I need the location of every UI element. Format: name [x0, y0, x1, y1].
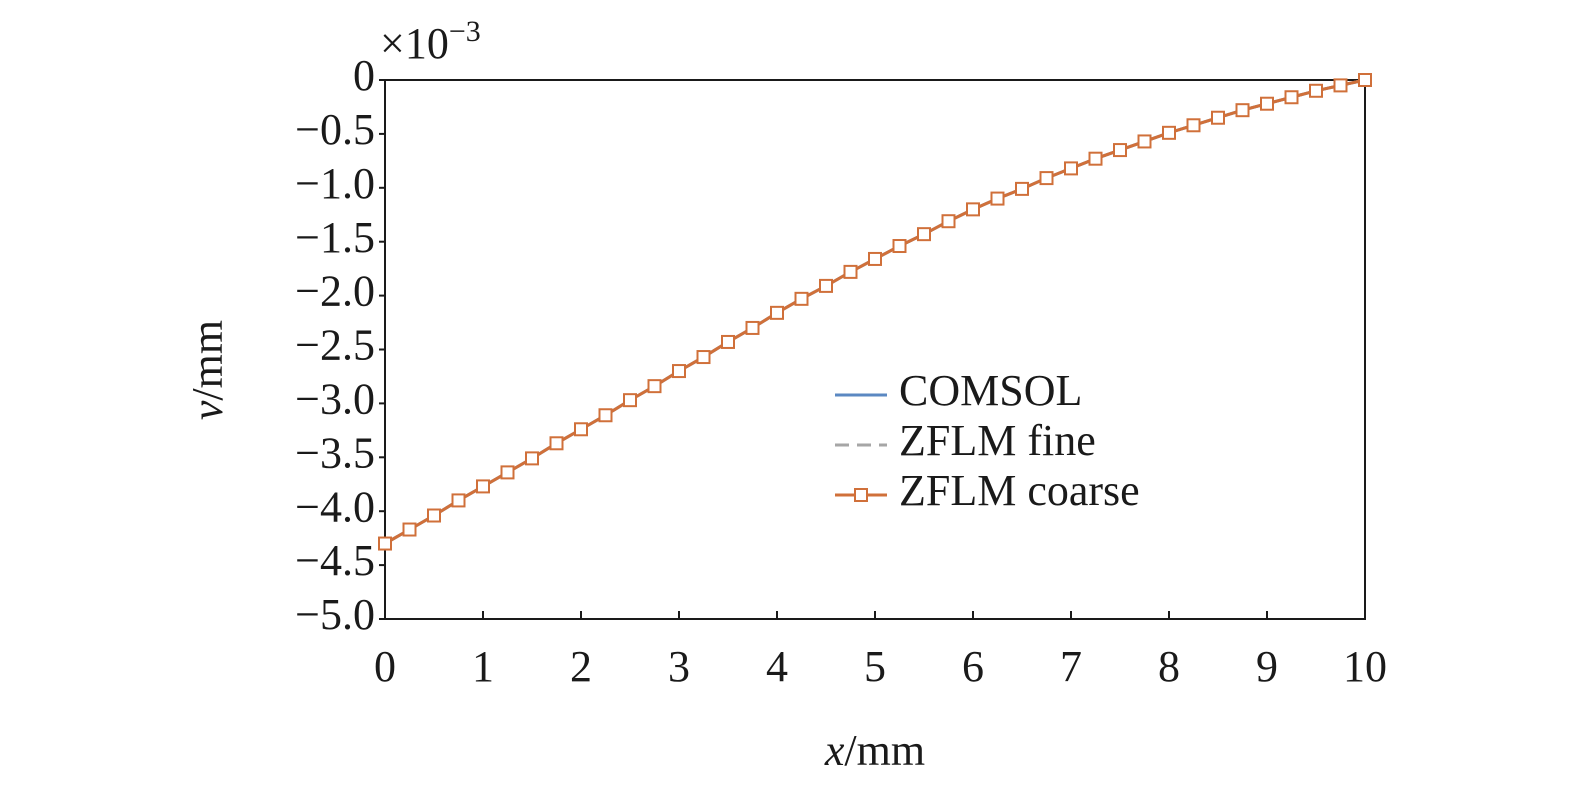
marker	[451, 493, 466, 508]
marker	[1284, 90, 1299, 105]
marker	[794, 291, 809, 306]
marker	[1039, 171, 1054, 186]
marker	[843, 264, 858, 279]
marker	[1137, 134, 1152, 149]
marker	[1211, 110, 1225, 125]
marker	[598, 408, 613, 423]
marker	[868, 251, 882, 266]
marker	[941, 214, 956, 229]
x-tick-label: 2	[570, 642, 592, 691]
y-tick-label: −0.5	[295, 105, 375, 154]
marker	[1088, 151, 1103, 166]
marker	[378, 536, 392, 551]
marker	[1186, 118, 1201, 133]
x-tick-label: 0	[374, 642, 396, 691]
legend-marker	[854, 488, 868, 502]
marker	[917, 227, 931, 242]
marker	[892, 239, 907, 254]
marker	[427, 508, 441, 523]
marker	[1260, 96, 1274, 111]
y-tick-label: −3.5	[295, 428, 375, 477]
x-tick-label: 7	[1060, 642, 1082, 691]
marker	[1235, 103, 1250, 118]
x-tick-label: 8	[1158, 642, 1180, 691]
marker	[402, 522, 417, 537]
legend-label: ZFLM fine	[899, 416, 1096, 465]
marker	[1309, 83, 1323, 98]
y-tick-label: −5.0	[295, 590, 375, 639]
y-tick-label: 0	[353, 51, 375, 100]
series-line	[384, 78, 1366, 545]
marker	[696, 350, 711, 365]
marker	[721, 334, 735, 349]
series-line	[384, 78, 1366, 545]
y-tick-label: −2.5	[295, 321, 375, 370]
y-axis-label: v/mm	[183, 320, 232, 420]
x-tick-label: 10	[1343, 642, 1387, 691]
x-tick-label: 4	[766, 642, 788, 691]
legend-label: COMSOL	[899, 366, 1082, 415]
marker	[1333, 78, 1348, 93]
marker	[647, 379, 662, 394]
x-axis-label: x/mm	[824, 726, 925, 775]
y-tick-label: −2.0	[295, 267, 375, 316]
y-tick-label: −1.5	[295, 213, 375, 262]
marker	[1064, 161, 1078, 176]
marker	[500, 465, 515, 480]
plot-frame	[384, 79, 1366, 620]
marker	[1358, 73, 1372, 87]
x-tick-label: 1	[472, 642, 494, 691]
marker	[770, 305, 784, 320]
marker	[525, 451, 539, 466]
y-tick-label: −3.0	[295, 374, 375, 423]
marker	[1015, 181, 1029, 196]
marker	[549, 436, 564, 451]
marker	[476, 479, 490, 494]
axis-multiplier: ×10−3	[380, 15, 481, 68]
x-tick-label: 3	[668, 642, 690, 691]
x-tick-label: 6	[962, 642, 984, 691]
marker	[819, 278, 833, 293]
y-tick-label: −4.5	[295, 536, 375, 585]
x-tick-label: 5	[864, 642, 886, 691]
x-tick-label: 9	[1256, 642, 1278, 691]
marker	[1113, 143, 1127, 158]
legend-label: ZFLM coarse	[899, 466, 1140, 515]
marker	[990, 191, 1005, 206]
marker	[745, 320, 760, 335]
series-line	[384, 78, 1366, 545]
y-tick-label: −4.0	[295, 482, 375, 531]
marker	[672, 364, 686, 379]
marker	[574, 422, 588, 437]
y-tick-label: −1.0	[295, 159, 375, 208]
marker	[623, 393, 637, 408]
marker	[1162, 125, 1176, 140]
marker	[966, 202, 980, 217]
